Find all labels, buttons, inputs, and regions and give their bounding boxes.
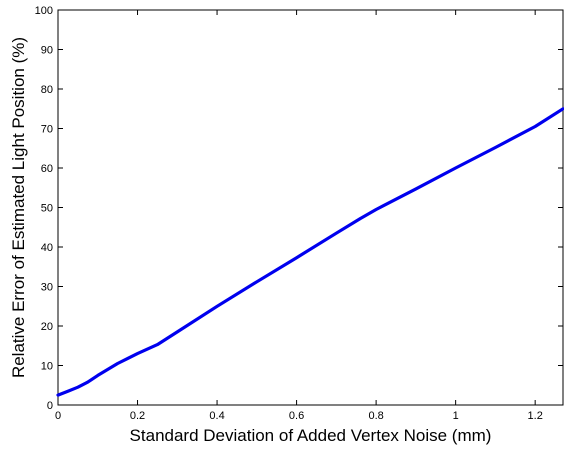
x-tick-label: 0.2 bbox=[130, 410, 145, 422]
y-tick-label: 100 bbox=[35, 5, 53, 17]
y-tick-label: 30 bbox=[41, 282, 53, 294]
plot-area-frame bbox=[57, 9, 564, 406]
y-tick-label: 10 bbox=[41, 361, 53, 373]
y-tick-label: 60 bbox=[41, 163, 53, 175]
y-tick-label: 20 bbox=[41, 321, 53, 333]
x-tick-label: 0.4 bbox=[209, 410, 224, 422]
y-tick-label: 50 bbox=[41, 203, 53, 215]
x-tick-label: 0.6 bbox=[289, 410, 304, 422]
x-tick-label: 0.8 bbox=[368, 410, 383, 422]
series-line bbox=[56, 107, 564, 397]
y-tick-label: 70 bbox=[41, 124, 53, 136]
x-tick-label: 1.2 bbox=[528, 410, 543, 422]
y-tick-label: 80 bbox=[41, 84, 53, 96]
x-axis-title: Standard Deviation of Added Vertex Noise… bbox=[130, 426, 492, 445]
y-tick-label: 0 bbox=[47, 400, 53, 412]
y-axis-title: Relative Error of Estimated Light Positi… bbox=[9, 37, 28, 378]
x-tick-label: 0 bbox=[55, 410, 61, 422]
y-tick-label: 90 bbox=[41, 45, 53, 57]
x-tick-label: 1 bbox=[453, 410, 459, 422]
y-tick-label: 40 bbox=[41, 242, 53, 254]
